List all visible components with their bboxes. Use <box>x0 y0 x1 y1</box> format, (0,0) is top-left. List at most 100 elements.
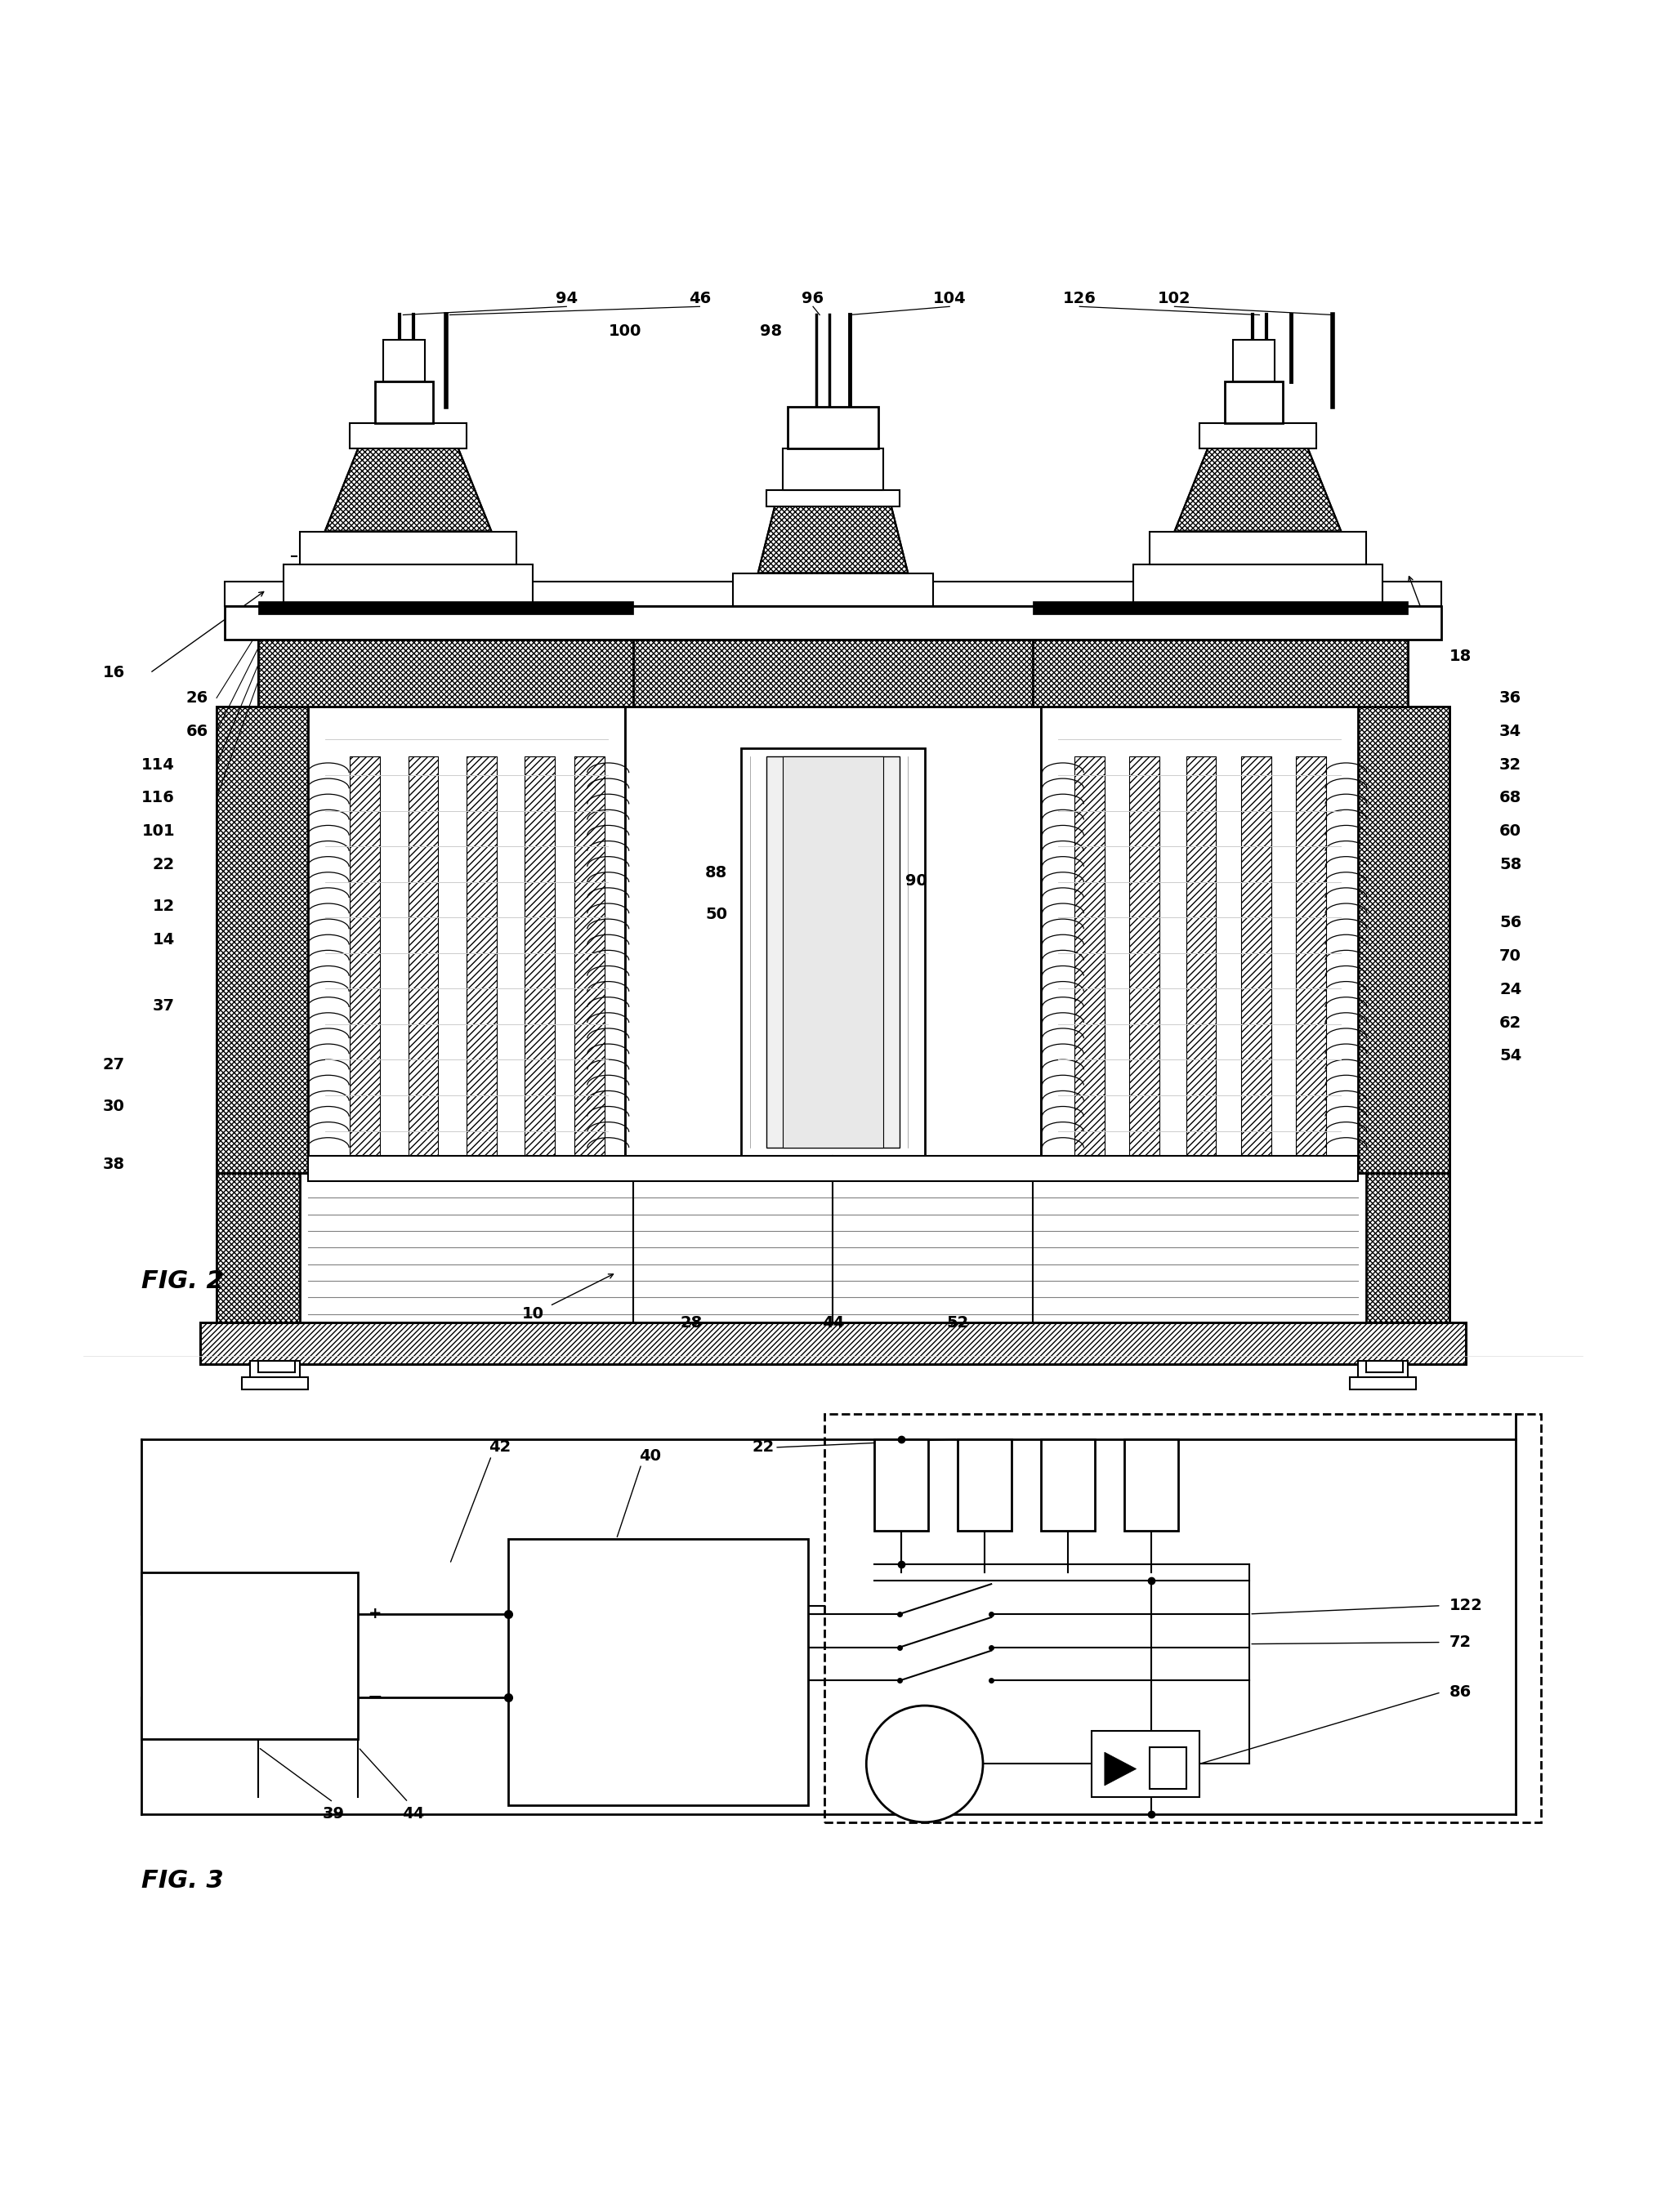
Text: 126: 126 <box>1063 290 1096 305</box>
Bar <box>766 757 900 1148</box>
Text: 39: 39 <box>322 1805 345 1823</box>
Bar <box>375 380 433 422</box>
Bar <box>1233 341 1274 380</box>
Text: 44: 44 <box>402 1805 425 1823</box>
Bar <box>1033 602 1408 615</box>
Bar <box>625 706 1041 1172</box>
Text: −: − <box>367 1690 383 1705</box>
Text: 52: 52 <box>946 1314 970 1329</box>
Bar <box>200 1323 1466 1365</box>
Bar <box>733 573 933 606</box>
Bar <box>1033 639 1408 706</box>
Bar <box>217 1172 300 1323</box>
Bar <box>242 1378 308 1389</box>
Bar <box>383 341 425 380</box>
Text: 101: 101 <box>142 823 175 838</box>
Bar <box>258 639 633 706</box>
Bar <box>350 757 380 1157</box>
Bar <box>1125 1440 1178 1531</box>
Text: 96: 96 <box>801 290 825 305</box>
Bar <box>200 1323 1466 1365</box>
Bar <box>1358 706 1449 1172</box>
Bar <box>766 489 900 507</box>
Bar <box>1366 1360 1403 1371</box>
Text: 54: 54 <box>1499 1048 1521 1064</box>
Bar <box>200 1323 1466 1365</box>
Bar <box>250 1360 300 1380</box>
Text: FIG. 2: FIG. 2 <box>142 1270 223 1292</box>
Text: 22: 22 <box>751 1440 775 1455</box>
Bar <box>1358 706 1449 1172</box>
Text: 18: 18 <box>1449 648 1471 664</box>
Text: 122: 122 <box>1449 1597 1483 1613</box>
Bar <box>300 531 516 564</box>
Text: 88: 88 <box>705 865 728 880</box>
Bar <box>1296 757 1326 1157</box>
Bar <box>258 639 633 706</box>
Text: +: + <box>368 1606 382 1621</box>
Text: 98: 98 <box>760 323 783 338</box>
Bar <box>1349 1378 1416 1389</box>
Text: 90: 90 <box>905 874 928 889</box>
Circle shape <box>866 1705 983 1823</box>
Bar <box>825 1413 1541 1823</box>
Polygon shape <box>1105 1752 1136 1785</box>
Text: 102: 102 <box>1158 290 1191 305</box>
Text: 44: 44 <box>821 1314 845 1329</box>
Bar <box>958 1440 1011 1531</box>
Text: 46: 46 <box>688 290 711 305</box>
Text: 26: 26 <box>187 690 208 706</box>
Text: 66: 66 <box>187 723 208 739</box>
Polygon shape <box>325 449 491 531</box>
Text: 22: 22 <box>153 856 175 872</box>
Bar <box>308 706 625 1172</box>
Bar <box>1225 380 1283 422</box>
Bar <box>1366 1172 1449 1323</box>
Bar <box>633 639 1033 706</box>
Bar <box>875 1440 928 1531</box>
Bar <box>783 757 883 1148</box>
Text: SUPPLY: SUPPLY <box>218 1666 282 1679</box>
Text: SWITCHING: SWITCHING <box>610 1639 706 1655</box>
Text: 72: 72 <box>1449 1635 1471 1650</box>
Bar <box>525 757 555 1157</box>
Text: 10: 10 <box>521 1307 545 1323</box>
Bar <box>575 757 605 1157</box>
Bar <box>1130 757 1160 1157</box>
Text: 50: 50 <box>705 907 728 922</box>
Bar <box>1186 757 1216 1157</box>
Text: 30: 30 <box>103 1097 125 1115</box>
Bar <box>1133 564 1383 606</box>
Bar <box>1200 422 1316 449</box>
Bar <box>1358 1360 1408 1380</box>
Text: 37: 37 <box>153 998 175 1013</box>
Text: 94: 94 <box>555 290 578 305</box>
Bar <box>1033 639 1408 706</box>
Text: 58: 58 <box>1499 856 1521 872</box>
Text: CIRCUIT: CIRCUIT <box>625 1681 691 1697</box>
Text: FIG. 3: FIG. 3 <box>142 1869 223 1891</box>
Text: 32: 32 <box>1499 757 1521 772</box>
Text: 56: 56 <box>1499 916 1521 931</box>
Bar <box>217 1172 1449 1323</box>
Bar <box>258 602 633 615</box>
Bar <box>508 1540 808 1805</box>
Text: 40: 40 <box>638 1449 661 1464</box>
Text: 42: 42 <box>488 1440 511 1455</box>
Text: 100: 100 <box>608 323 641 338</box>
Bar <box>142 1573 358 1739</box>
Bar <box>1091 1730 1200 1796</box>
Text: 36: 36 <box>1499 690 1521 706</box>
Bar <box>225 582 1441 606</box>
Text: 14: 14 <box>153 931 175 947</box>
Text: 86: 86 <box>1449 1686 1471 1701</box>
Polygon shape <box>758 507 908 573</box>
Text: 27: 27 <box>103 1057 125 1073</box>
Bar <box>741 748 925 1157</box>
Text: 12: 12 <box>153 898 175 914</box>
Bar <box>1150 531 1366 564</box>
Text: 114: 114 <box>142 757 175 772</box>
Bar <box>217 706 308 1172</box>
Bar <box>225 606 1441 639</box>
Bar <box>308 1157 1358 1181</box>
